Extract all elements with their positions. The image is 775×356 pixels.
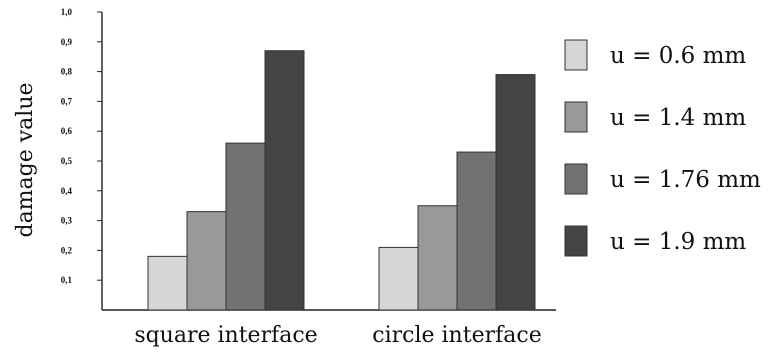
legend-swatch: [564, 39, 588, 71]
bar: [264, 50, 305, 311]
y-tick-label: 0,1: [61, 275, 73, 285]
bar: [378, 246, 419, 311]
x-labels: square interface circle interface: [134, 323, 541, 348]
y-tick-label: 0,5: [61, 156, 73, 166]
legend-swatch: [564, 101, 588, 133]
y-tick-label: 0,7: [61, 96, 73, 106]
legend-swatch: [564, 163, 588, 195]
y-tick-label: 1,0: [61, 7, 73, 17]
legend-label: u = 1.4 mm: [610, 105, 746, 131]
legend-label: u = 0.6 mm: [610, 43, 746, 69]
legend-label: u = 1.76 mm: [610, 167, 761, 193]
x-category-label: circle interface: [372, 323, 541, 348]
y-axis-title: damage value: [13, 82, 38, 237]
y-tick-label: 0,4: [61, 186, 73, 196]
bar: [225, 142, 266, 311]
y-tick-label: 0,2: [61, 245, 73, 255]
legend: u = 0.6 mm u = 1.4 mm u = 1.76 mm u = 1.9 m…: [564, 39, 761, 257]
x-category-label: square interface: [134, 323, 317, 348]
bar: [186, 211, 227, 311]
y-tick-label: 0,9: [61, 37, 73, 47]
bars: [147, 50, 536, 311]
legend-swatch: [564, 225, 588, 257]
bar: [456, 151, 497, 311]
bar: [495, 74, 536, 311]
bar: [417, 205, 458, 311]
y-tick-label: 0,6: [61, 126, 73, 136]
y-tick-label: 0,3: [61, 216, 73, 226]
legend-label: u = 1.9 mm: [610, 229, 746, 255]
bar: [147, 255, 188, 311]
y-ticks: 0,1 0,2 0,3 0,4 0,5 0,6 0,7 0,8 0,9 1,0: [61, 7, 102, 285]
y-tick-label: 0,8: [61, 67, 73, 77]
